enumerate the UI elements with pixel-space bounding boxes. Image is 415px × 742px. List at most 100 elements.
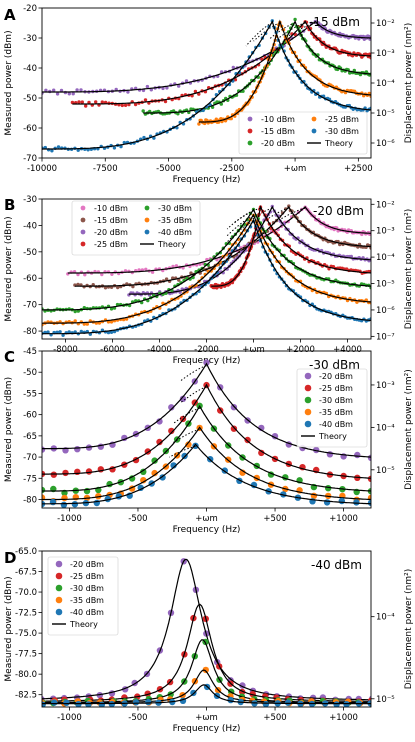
theory-line [42, 362, 371, 458]
x-tick-label: +ωm [195, 514, 218, 524]
y-tick-label: -65 [23, 432, 37, 442]
legend: -20 dBm -25 dBm -30 dBm -35 dBm -40 dBm Theor… [296, 368, 368, 448]
panel-letter: C [4, 348, 15, 366]
series--35dbm [42, 213, 371, 327]
data-point [67, 92, 72, 96]
legend-marker [144, 205, 150, 211]
x-tick-label: +2500 [344, 164, 373, 174]
legend-label: -15 dBm [261, 127, 295, 136]
legend-marker [144, 229, 150, 235]
theory-line [42, 684, 371, 705]
y-tick-label: -50 [23, 248, 37, 258]
right-tick-label: 10⁻⁵ [376, 280, 395, 290]
legend-box [296, 368, 368, 448]
data-point [258, 449, 265, 457]
right-tick-label: 10⁻⁴ [376, 423, 395, 433]
legend-label: Theory [157, 240, 186, 249]
data-point [98, 701, 105, 707]
data-point [176, 112, 180, 116]
theory-unstable-branch [173, 429, 200, 443]
legend: -20 dBm -25 dBm -30 dBm -35 dBm -40 dBm Theor… [47, 556, 119, 636]
series--40dbm [42, 218, 371, 337]
data-point [170, 462, 177, 469]
data-point [61, 494, 68, 502]
data-point [368, 52, 371, 56]
legend-entry: -25 dBm [311, 115, 359, 124]
data-point [145, 84, 150, 89]
data-point [83, 273, 87, 277]
data-point [367, 475, 371, 482]
data-point [150, 270, 155, 274]
legend-marker [247, 140, 253, 146]
y-tick-label: -60 [23, 274, 37, 284]
theory-unstable-branch [245, 22, 273, 47]
y-tick-label: -70.0 [15, 588, 37, 598]
data-point [174, 264, 179, 268]
data-point [293, 17, 297, 22]
legend-entry: -25 dBm [80, 240, 128, 249]
y-tick-label: -80.0 [15, 670, 37, 680]
data-point [122, 140, 127, 145]
data-point [128, 475, 136, 482]
data-point [126, 90, 130, 94]
data-point [229, 116, 233, 121]
legend-entry: -10 dBm [80, 204, 128, 213]
theory-line [42, 20, 371, 93]
data-point [112, 146, 117, 150]
x-tick-label: +1000 [329, 514, 358, 524]
data-point [63, 699, 70, 706]
legend-entry: -25 dBm [55, 572, 104, 581]
data-point [52, 88, 56, 92]
y-axis-label: Measured power (dBm) [4, 377, 14, 482]
x-tick-label: -8000 [53, 345, 78, 355]
data-point [71, 92, 75, 96]
data-point [193, 89, 198, 94]
data-point [56, 145, 61, 149]
y-tick-label: -60 [23, 124, 37, 134]
data-point [124, 317, 129, 321]
right-tick-label: 10⁻⁷ [376, 332, 395, 342]
x-axis-label: Frequency (Hz) [173, 525, 241, 535]
data-point [84, 104, 88, 108]
legend-label: -20 dBm [319, 372, 353, 381]
data-point [85, 701, 92, 707]
data-point [76, 148, 80, 152]
legend-entry: -30 dBm [144, 204, 192, 213]
data-point [131, 284, 135, 289]
data-point [197, 92, 201, 96]
series--10dbm [66, 205, 371, 277]
plot-area [42, 359, 371, 508]
theory-line [42, 213, 371, 324]
y-tick-label: -70 [23, 301, 37, 311]
series--25dbm [209, 205, 371, 290]
theory-line [42, 669, 371, 704]
theory-line [143, 20, 371, 114]
data-point [233, 78, 238, 82]
data-point [79, 329, 84, 334]
y-tick-label: -70 [23, 453, 37, 463]
legend-box [71, 200, 201, 256]
legend-entry: -35 dBm [304, 408, 353, 417]
data-point [76, 309, 81, 313]
y-tick-label: -45 [23, 347, 37, 357]
data-point [109, 307, 114, 311]
data-point [42, 701, 46, 707]
legend-marker [304, 420, 312, 428]
y-tick-label: -75 [23, 474, 37, 484]
data-point [132, 699, 140, 706]
y-tick-label: -60 [23, 411, 37, 421]
data-point [137, 268, 141, 272]
y-tick-label: -80 [23, 327, 37, 337]
legend-label: -30 dBm [70, 584, 104, 593]
data-point [350, 54, 355, 58]
panel-b: B -8000 -6000 -4000 -2000 +ωm +2000 +4000 -80 -70… [4, 195, 414, 366]
panel-annotation: -40 dBm [311, 558, 362, 572]
theory-line [42, 603, 371, 702]
data-point [86, 148, 90, 152]
x-tick-label: +500 [263, 514, 286, 524]
data-point [127, 102, 131, 107]
plot-area [42, 17, 371, 153]
data-point [44, 88, 48, 93]
data-point [133, 102, 138, 107]
